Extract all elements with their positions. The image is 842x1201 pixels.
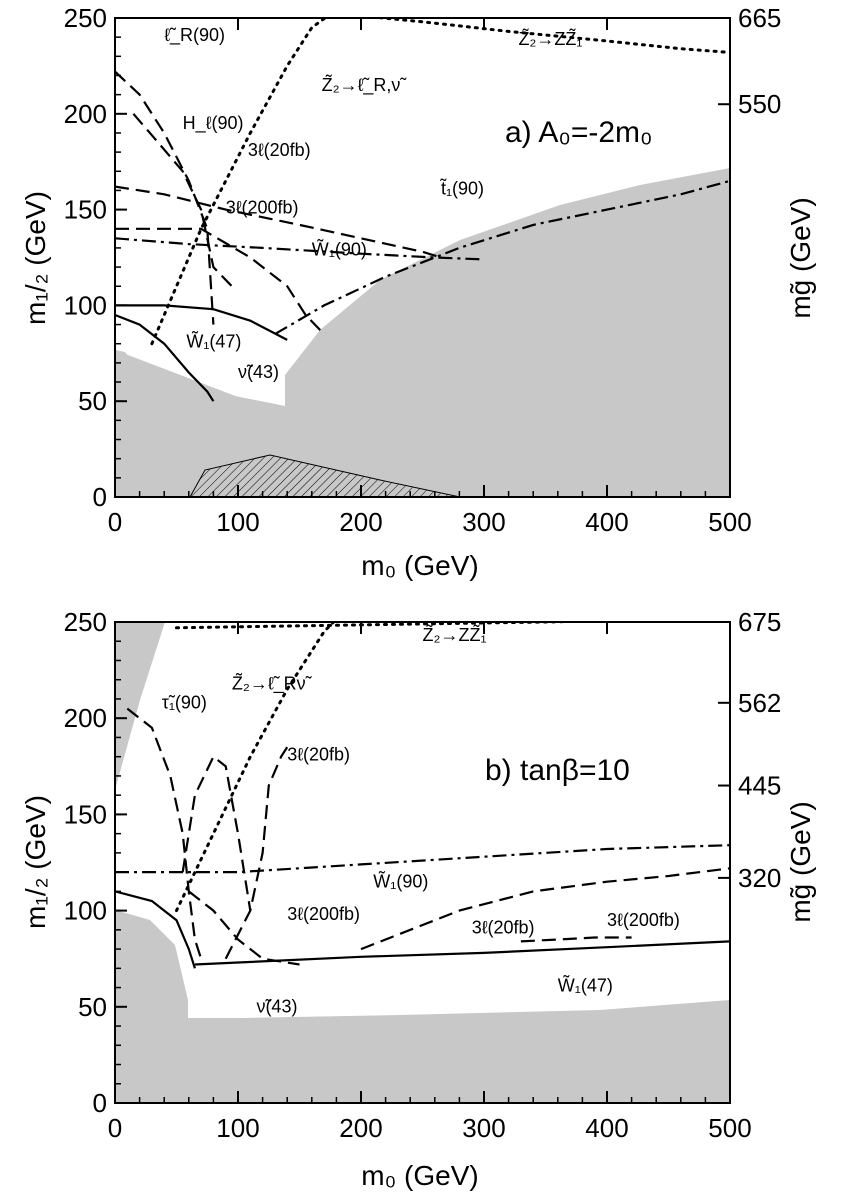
panel-a-xlabel: m₀ (GeV)	[361, 550, 478, 581]
panel-b-series-l3_200	[188, 890, 300, 966]
panel-a-xtick-label: 500	[708, 507, 751, 537]
panel-a-series-l3_200	[115, 227, 325, 335]
panel-b-series-l3_200b	[520, 936, 632, 943]
panel-b-ytick-label: 200	[64, 703, 107, 733]
panel-b-annotation: Z̃₂→ZZ̃₁	[423, 624, 487, 645]
panel-b-annotation: 3ℓ(200fb)	[287, 904, 360, 924]
panel-b-annotation: 3ℓ(20fb)	[472, 918, 535, 938]
panel-a-series-hl90	[132, 113, 233, 287]
panel-b-series-w_band	[194, 940, 730, 966]
panel-b-ytick-label: 150	[64, 799, 107, 829]
panel-b-ytick-label: 250	[64, 607, 107, 637]
panel-b-series-w90	[115, 844, 730, 874]
panel-b-annotation: 3ℓ(20fb)	[287, 745, 350, 765]
panel-a-series-z2lr	[150, 18, 328, 346]
panel-b-y2tick-label: 562	[738, 688, 781, 718]
panel-b-series-l3_20c	[360, 867, 730, 951]
panel-b-ytick-label: 50	[78, 992, 107, 1022]
panel-b-series-l3_20a	[181, 754, 252, 911]
panel-a-annotation: W̃₁(47)	[186, 331, 241, 352]
panel-b-xtick-label: 200	[339, 1113, 382, 1143]
panel-a-annotation: H_ℓ(90)	[183, 113, 244, 134]
panel-b-series-w47	[115, 890, 196, 969]
panel-b-annotation: 3ℓ(200fb)	[607, 910, 680, 930]
panel-a-y2tick-label: 665	[738, 3, 781, 33]
panel-a-xtick-label: 300	[462, 507, 505, 537]
panel-a-series-z2zz	[367, 18, 730, 54]
panel-a-annotation: ν̃(43)	[238, 362, 279, 382]
panel-a-xtick-label: 200	[339, 507, 382, 537]
panel-b: τ̃₁(90) Z̃₂→ℓ̃_Rν̃ 3ℓ(20fb) Z̃₂→ZZ̃₁ W̃₁(90)…	[20, 607, 816, 1191]
panel-a-y2tick-label: 550	[738, 89, 781, 119]
panel-a-annotation: ℓ̃_R(90)	[164, 25, 225, 46]
panel-b-y2tick-label: 675	[738, 607, 781, 637]
panel-a-ytick-label: 150	[64, 195, 107, 225]
panel-b-xlabel: m₀ (GeV)	[361, 1160, 478, 1191]
panel-a-xtick-label: 400	[585, 507, 628, 537]
panel-b-xtick-label: 500	[708, 1113, 751, 1143]
panel-a-series-w90	[115, 237, 485, 261]
panel-b-frame	[114, 621, 731, 1104]
panel-a-excluded-low	[115, 350, 500, 497]
panel-b-ticks: 0 100 200 300 400 500 0 50 100 150 200 250 675 562 445…	[64, 607, 782, 1143]
panel-b-y2tick-label: 320	[738, 863, 781, 893]
panel-b-ytick-label: 100	[64, 896, 107, 926]
panel-b-y2label: mg̃ (GeV)	[785, 801, 816, 922]
panel-a-annotation: Z̃₂→ℓ̃_R,ν̃	[322, 74, 408, 96]
panel-a-annotation: Z̃₂→ZZ̃₁	[518, 28, 582, 49]
panel-a-annotations: ℓ̃_R(90) H_ℓ(90)3ℓ(20fb) 3ℓ(200fb) W̃₁(90) t…	[164, 25, 582, 382]
panel-a-ytick-label: 0	[93, 482, 107, 512]
panel-a-y2label: mg̃ (GeV)	[785, 197, 816, 318]
panel-b-series-z2zz	[175, 622, 624, 630]
panel-b-annotation: W̃₁(47)	[558, 974, 613, 995]
panel-b-series-tau90	[126, 707, 203, 960]
panel-b-xtick-label: 400	[585, 1113, 628, 1143]
panel-b-annotation: ν̃(43)	[256, 997, 297, 1017]
panel-b-excluded-corner	[115, 622, 165, 790]
panel-b-y2tick-label: 445	[738, 771, 781, 801]
panel-b-xtick-label: 0	[108, 1113, 122, 1143]
panel-a-annotation: W̃₁(90)	[312, 239, 367, 260]
panel-b-series-l3_20b	[224, 746, 289, 960]
panel-b-annotation: τ̃₁(90)	[162, 693, 207, 713]
panel-b-annotation: Z̃₂→ℓ̃_Rν̃	[232, 672, 313, 694]
panel-a-ytick-label: 250	[64, 3, 107, 33]
panel-a-ytick-label: 200	[64, 99, 107, 129]
panel-a-label: a) A₀=-2m₀	[505, 116, 652, 149]
panel-a-ytick-label: 50	[78, 386, 107, 416]
panel-b-series	[115, 622, 730, 969]
panel-a-series-w47	[115, 304, 288, 341]
panel-a-xtick-label: 100	[216, 507, 259, 537]
panel-a-ylabel: m₁/₂ (GeV)	[20, 191, 51, 325]
panel-a-series-nu43	[115, 313, 215, 402]
panel-a: ℓ̃_R(90) H_ℓ(90)3ℓ(20fb) 3ℓ(200fb) W̃₁(90) t…	[20, 3, 816, 581]
panel-a-series-selR90	[115, 70, 215, 325]
panel-a-ticks: 0 100 200 300 400 500 0 50 100 150 200 250 665 550	[64, 3, 782, 537]
panel-a-frame	[114, 17, 731, 498]
panel-a-annotation: 3ℓ(200fb)	[226, 197, 299, 217]
panel-a-xtick-label: 0	[108, 507, 122, 537]
panel-a-annotation: t̃₁(90)	[439, 178, 484, 198]
panel-a-ytick-label: 100	[64, 290, 107, 320]
panel-b-label: b) tanβ=10	[485, 754, 630, 787]
panel-b-ytick-label: 0	[93, 1088, 107, 1118]
panel-a-series	[115, 18, 730, 402]
panel-a-annotation: 3ℓ(20fb)	[248, 140, 311, 160]
panel-b-excluded-region	[115, 910, 730, 1103]
panel-b-series-z2lr	[175, 622, 336, 913]
panel-b-ylabel: m₁/₂ (GeV)	[20, 795, 51, 929]
panel-b-annotations: τ̃₁(90) Z̃₂→ℓ̃_Rν̃ 3ℓ(20fb) Z̃₂→ZZ̃₁ W̃₁(90)…	[162, 624, 680, 1016]
panel-b-xtick-label: 300	[462, 1113, 505, 1143]
panel-a-series-l3_20	[115, 185, 442, 259]
panel-b-annotation: W̃₁(90)	[373, 871, 428, 892]
panel-b-xtick-label: 100	[216, 1113, 259, 1143]
